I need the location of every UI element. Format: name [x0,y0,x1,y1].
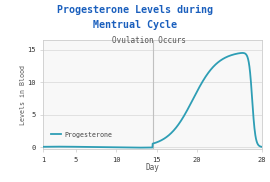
X-axis label: Day: Day [146,163,160,172]
Text: Progesterone Levels during: Progesterone Levels during [57,5,213,15]
Text: Ovulation Occurs: Ovulation Occurs [112,36,185,45]
Legend: Progesterone: Progesterone [49,129,115,141]
Text: Mentrual Cycle: Mentrual Cycle [93,20,177,30]
Y-axis label: Levels in Blood: Levels in Blood [20,65,26,125]
